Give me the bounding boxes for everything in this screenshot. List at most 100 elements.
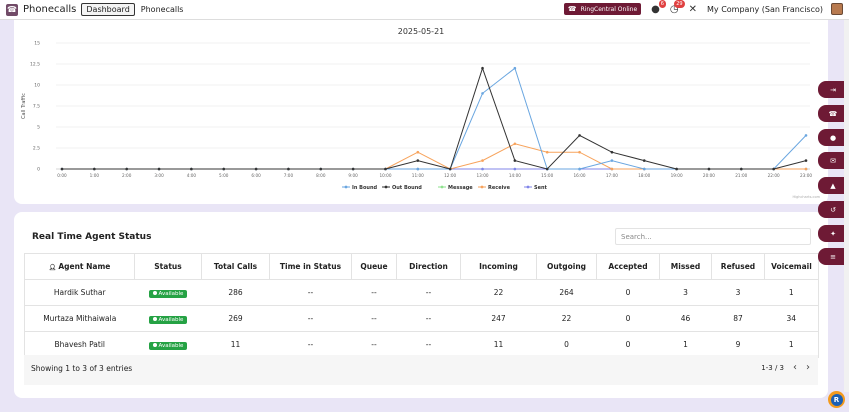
table-cell: 1 bbox=[659, 331, 712, 358]
user-side-button[interactable]: ▲ bbox=[818, 177, 848, 194]
data-point[interactable] bbox=[351, 167, 355, 171]
column-header-label: Voicemail bbox=[771, 262, 812, 271]
data-point[interactable] bbox=[707, 167, 711, 171]
data-point[interactable] bbox=[804, 134, 808, 137]
data-point[interactable] bbox=[545, 150, 549, 154]
table-row[interactable]: Bhavesh Patil Available 11 -- -- -- 11 0 0 1 9 1 bbox=[24, 331, 819, 358]
status-badge: Available bbox=[148, 289, 188, 298]
data-point[interactable] bbox=[610, 159, 614, 162]
app-title[interactable]: Phonecalls bbox=[23, 4, 77, 15]
users-side-button[interactable]: ✦ bbox=[818, 225, 848, 242]
data-point[interactable] bbox=[481, 159, 484, 162]
column-header[interactable]: Total Calls bbox=[201, 253, 270, 280]
data-point[interactable] bbox=[642, 167, 646, 171]
data-point[interactable] bbox=[481, 66, 484, 70]
data-point[interactable] bbox=[60, 167, 64, 171]
phonecalls-app-icon[interactable]: ☎ bbox=[6, 3, 18, 16]
data-point[interactable] bbox=[222, 167, 226, 171]
call-traffic-chart-panel: 2025-05-21 0 2.5 5 7.5 10 12.5 15 Call Traffic 0… bbox=[14, 20, 828, 204]
data-point[interactable] bbox=[157, 167, 161, 171]
data-point[interactable] bbox=[513, 159, 517, 162]
data-point[interactable] bbox=[642, 159, 646, 162]
status-dot-icon bbox=[152, 342, 157, 347]
activity-clock-icon[interactable]: ◷ 29 bbox=[669, 0, 685, 15]
data-point[interactable] bbox=[610, 150, 614, 154]
column-header[interactable]: 👤︎ Agent Name bbox=[24, 253, 135, 280]
legend-item[interactable]: In Bound bbox=[352, 185, 378, 191]
data-point[interactable] bbox=[513, 142, 517, 146]
menu-side-button[interactable]: ≡ bbox=[818, 248, 848, 265]
dashboard-button[interactable]: Dashboard bbox=[81, 3, 135, 16]
history-side-button[interactable]: ↺ bbox=[818, 201, 848, 218]
data-point[interactable] bbox=[578, 134, 581, 137]
data-point[interactable] bbox=[93, 167, 96, 171]
pager-value[interactable]: 1-3 / 3 bbox=[761, 363, 784, 372]
column-header[interactable]: Refused bbox=[711, 253, 765, 280]
column-header[interactable]: Missed bbox=[659, 253, 712, 280]
x-tick-label: 18:00 bbox=[638, 173, 650, 178]
data-point[interactable] bbox=[545, 167, 549, 171]
data-point[interactable] bbox=[384, 167, 387, 171]
data-point[interactable] bbox=[772, 167, 775, 171]
series-line-out-bound[interactable] bbox=[62, 66, 807, 170]
column-header[interactable]: Direction bbox=[396, 253, 461, 280]
column-header[interactable]: Time in Status bbox=[269, 253, 352, 280]
agent-search-input[interactable] bbox=[615, 228, 811, 245]
ringcentral-status-button[interactable]: ☎ RingCentral Online bbox=[563, 3, 642, 15]
table-row[interactable]: Hardik Suthar Available 286 -- -- -- 22 264 0 3 3 1 bbox=[24, 279, 819, 306]
column-header[interactable]: Voicemail bbox=[764, 253, 819, 280]
data-point[interactable] bbox=[125, 167, 128, 171]
debug-tools-icon[interactable]: ✕ bbox=[688, 3, 698, 15]
chat-icon[interactable]: ● 6 bbox=[651, 0, 666, 15]
data-point[interactable] bbox=[513, 167, 517, 171]
data-point[interactable] bbox=[610, 167, 614, 171]
logout-side-button[interactable]: ⇥ bbox=[818, 81, 848, 98]
data-point[interactable] bbox=[448, 167, 452, 171]
data-point[interactable] bbox=[481, 92, 484, 95]
legend-item[interactable]: Receive bbox=[488, 185, 511, 191]
column-header[interactable]: Incoming bbox=[460, 253, 537, 280]
pager-previous-icon[interactable]: ‹ bbox=[793, 362, 797, 373]
data-point[interactable] bbox=[416, 167, 420, 171]
table-row[interactable]: Murtaza Mithaiwala Available 269 -- -- -- 247 2… bbox=[24, 305, 819, 332]
data-point[interactable] bbox=[319, 167, 323, 171]
data-point[interactable] bbox=[578, 167, 581, 171]
legend-item[interactable]: Out Bound bbox=[392, 185, 422, 191]
data-point[interactable] bbox=[190, 167, 193, 171]
phonecalls-menu-link[interactable]: Phonecalls bbox=[140, 5, 184, 14]
data-point[interactable] bbox=[287, 167, 290, 171]
data-point[interactable] bbox=[513, 66, 517, 70]
table-cell: 22 bbox=[460, 279, 537, 306]
scrollbar[interactable] bbox=[844, 20, 849, 392]
phone-side-button[interactable]: ☎ bbox=[818, 105, 848, 122]
column-header[interactable]: Status bbox=[134, 253, 202, 280]
data-point[interactable] bbox=[740, 167, 743, 171]
x-tick-label: 15:00 bbox=[541, 173, 553, 178]
column-header[interactable]: Queue bbox=[351, 253, 397, 280]
column-header[interactable]: Outgoing bbox=[536, 253, 597, 280]
table-cell: 0 bbox=[536, 331, 597, 358]
x-tick-label: 20:00 bbox=[703, 173, 715, 178]
data-point[interactable] bbox=[416, 159, 420, 162]
user-avatar[interactable] bbox=[831, 3, 843, 15]
legend-item[interactable]: Message bbox=[448, 185, 473, 191]
data-point[interactable] bbox=[578, 150, 581, 154]
agent-status-title: Real Time Agent Status bbox=[32, 232, 152, 242]
data-point[interactable] bbox=[804, 167, 808, 171]
message-side-button[interactable]: ✉ bbox=[818, 152, 848, 169]
data-point[interactable] bbox=[675, 167, 678, 171]
chat-side-button[interactable]: ● bbox=[818, 129, 848, 146]
x-tick-label: 3:00 bbox=[154, 173, 164, 178]
legend-item[interactable]: Sent bbox=[534, 185, 548, 191]
ringcentral-logo-button[interactable]: R bbox=[828, 391, 845, 408]
data-point[interactable] bbox=[481, 167, 484, 171]
data-point[interactable] bbox=[416, 150, 420, 154]
chart-credits[interactable]: Highcharts.com bbox=[792, 195, 820, 199]
pager-next-icon[interactable]: › bbox=[806, 362, 810, 373]
column-header[interactable]: Accepted bbox=[596, 253, 660, 280]
company-switcher[interactable]: My Company (San Francisco) bbox=[707, 4, 823, 14]
y-tick-label: 12.5 bbox=[30, 62, 40, 68]
series-line-in-bound[interactable] bbox=[62, 67, 807, 170]
data-point[interactable] bbox=[804, 159, 808, 162]
data-point[interactable] bbox=[254, 167, 258, 171]
